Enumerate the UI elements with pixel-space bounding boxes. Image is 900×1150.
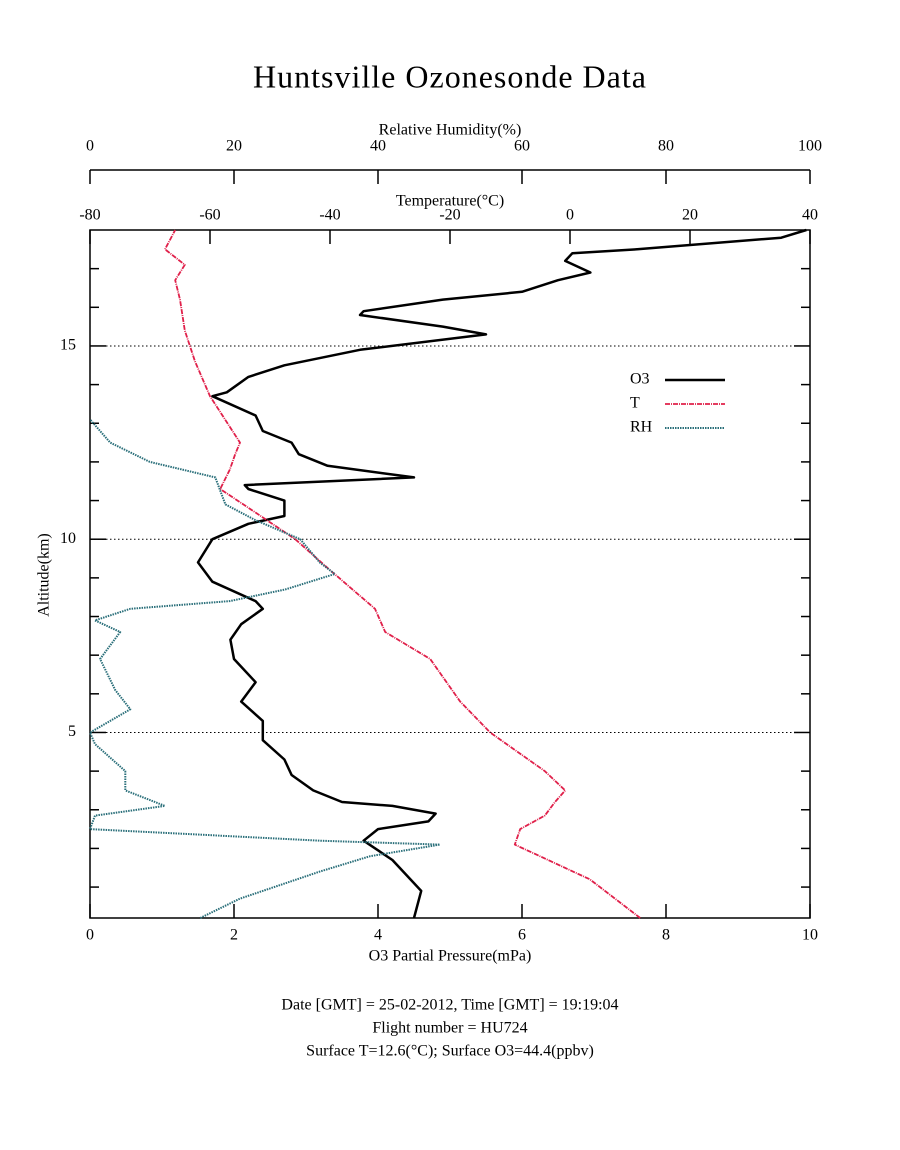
- footer-line: Date [GMT] = 25-02-2012, Time [GMT] = 19…: [281, 997, 618, 1014]
- x2-tick-label: -20: [439, 207, 460, 224]
- x2-tick-label: -40: [319, 207, 340, 224]
- x-tick-label: 4: [374, 927, 382, 944]
- footer-line: Flight number = HU724: [372, 1020, 527, 1037]
- legend-label: O3: [630, 371, 650, 388]
- x-tick-label: 6: [518, 927, 526, 944]
- series-line: [196, 228, 807, 919]
- series-line: [164, 229, 641, 919]
- x-tick-label: 8: [662, 927, 670, 944]
- y-tick-label: 5: [68, 723, 76, 740]
- x-axis-label: O3 Partial Pressure(mPa): [369, 948, 532, 965]
- plot-frame: [89, 229, 811, 919]
- legend-label: RH: [630, 419, 653, 436]
- x2-tick-label: 40: [802, 207, 818, 224]
- x2-tick-label: 20: [682, 207, 698, 224]
- x3-tick-label: 100: [798, 138, 822, 155]
- chart-title: Huntsville Ozonesonde Data: [253, 58, 647, 94]
- x2-tick-label: -80: [79, 207, 100, 224]
- x-tick-label: 2: [230, 927, 238, 944]
- x-tick-label: 10: [802, 927, 818, 944]
- x3-tick-label: 20: [226, 138, 242, 155]
- x3-tick-label: 80: [658, 138, 674, 155]
- x2-tick-label: -60: [199, 207, 220, 224]
- y-tick-label: 10: [60, 530, 76, 547]
- x3-tick-label: 60: [514, 138, 530, 155]
- legend-label: T: [630, 395, 640, 412]
- x3-axis-label: Relative Humidity(%): [379, 122, 522, 139]
- x3-tick-label: 40: [370, 138, 386, 155]
- footer-line: Surface T=12.6(°C); Surface O3=44.4(ppbv…: [306, 1043, 594, 1060]
- x2-axis-label: Temperature(°C): [396, 193, 504, 210]
- x-tick-label: 0: [86, 927, 94, 944]
- y-tick-label: 15: [60, 337, 76, 354]
- series-line: [89, 418, 441, 919]
- x3-tick-label: 0: [86, 138, 94, 155]
- x2-tick-label: 0: [566, 207, 574, 224]
- y-axis-label: Altitude(km): [36, 533, 53, 617]
